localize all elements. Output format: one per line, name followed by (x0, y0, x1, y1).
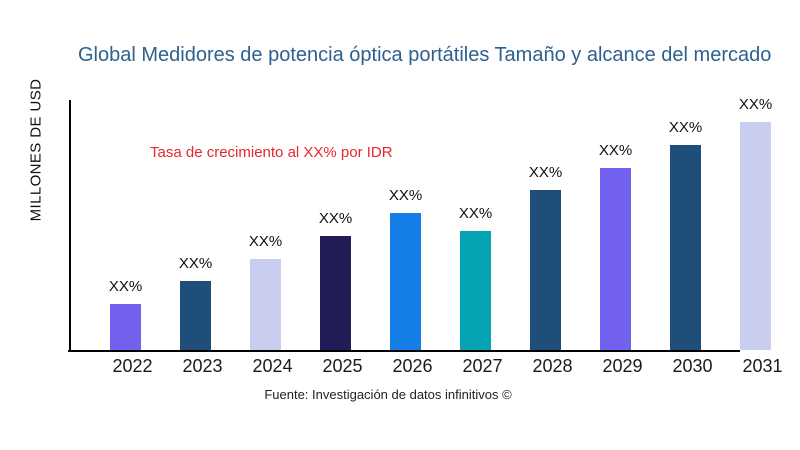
x-tick-2028: 2028 (532, 356, 573, 376)
chart-title: Global Medidores de potencia óptica port… (78, 44, 772, 66)
growth-rate-annotation: Tasa de crecimiento al XX% por IDR (150, 144, 393, 161)
y-axis-label: MILLONES DE USD (27, 78, 45, 222)
bar-2025 (320, 236, 351, 350)
bar-2027 (460, 231, 491, 350)
bar-2028 (530, 190, 561, 350)
x-tick-2026: 2026 (392, 356, 433, 376)
y-axis-line (69, 100, 71, 352)
bar-2026 (390, 213, 421, 350)
x-axis-line (68, 350, 740, 352)
x-tick-2027: 2027 (462, 356, 503, 376)
x-tick-2025: 2025 (322, 356, 363, 376)
x-tick-2022: 2022 (112, 356, 153, 376)
bar-value-label-2030: XX% (668, 119, 703, 136)
bar-value-label-2028: XX% (528, 164, 563, 181)
bar-2029 (600, 168, 631, 350)
bar-2030 (670, 145, 701, 350)
bar-value-label-2024: XX% (248, 233, 283, 250)
bar-value-label-2026: XX% (388, 187, 423, 204)
bar-value-label-2027: XX% (458, 205, 493, 222)
bar-2023 (180, 281, 211, 350)
bar-2031 (740, 122, 771, 350)
bar-value-label-2025: XX% (318, 210, 353, 227)
bar-2022 (110, 304, 141, 350)
x-tick-2024: 2024 (252, 356, 293, 376)
bar-value-label-2022: XX% (108, 278, 143, 295)
bar-2024 (250, 259, 281, 350)
bar-value-label-2023: XX% (178, 255, 213, 272)
x-tick-2029: 2029 (602, 356, 643, 376)
bar-value-label-2031: XX% (738, 96, 773, 113)
x-tick-2031: 2031 (742, 356, 783, 376)
source-text: Fuente: Investigación de datos infinitiv… (264, 387, 512, 402)
x-tick-2030: 2030 (672, 356, 713, 376)
bar-value-label-2029: XX% (598, 142, 633, 159)
x-tick-2023: 2023 (182, 356, 223, 376)
